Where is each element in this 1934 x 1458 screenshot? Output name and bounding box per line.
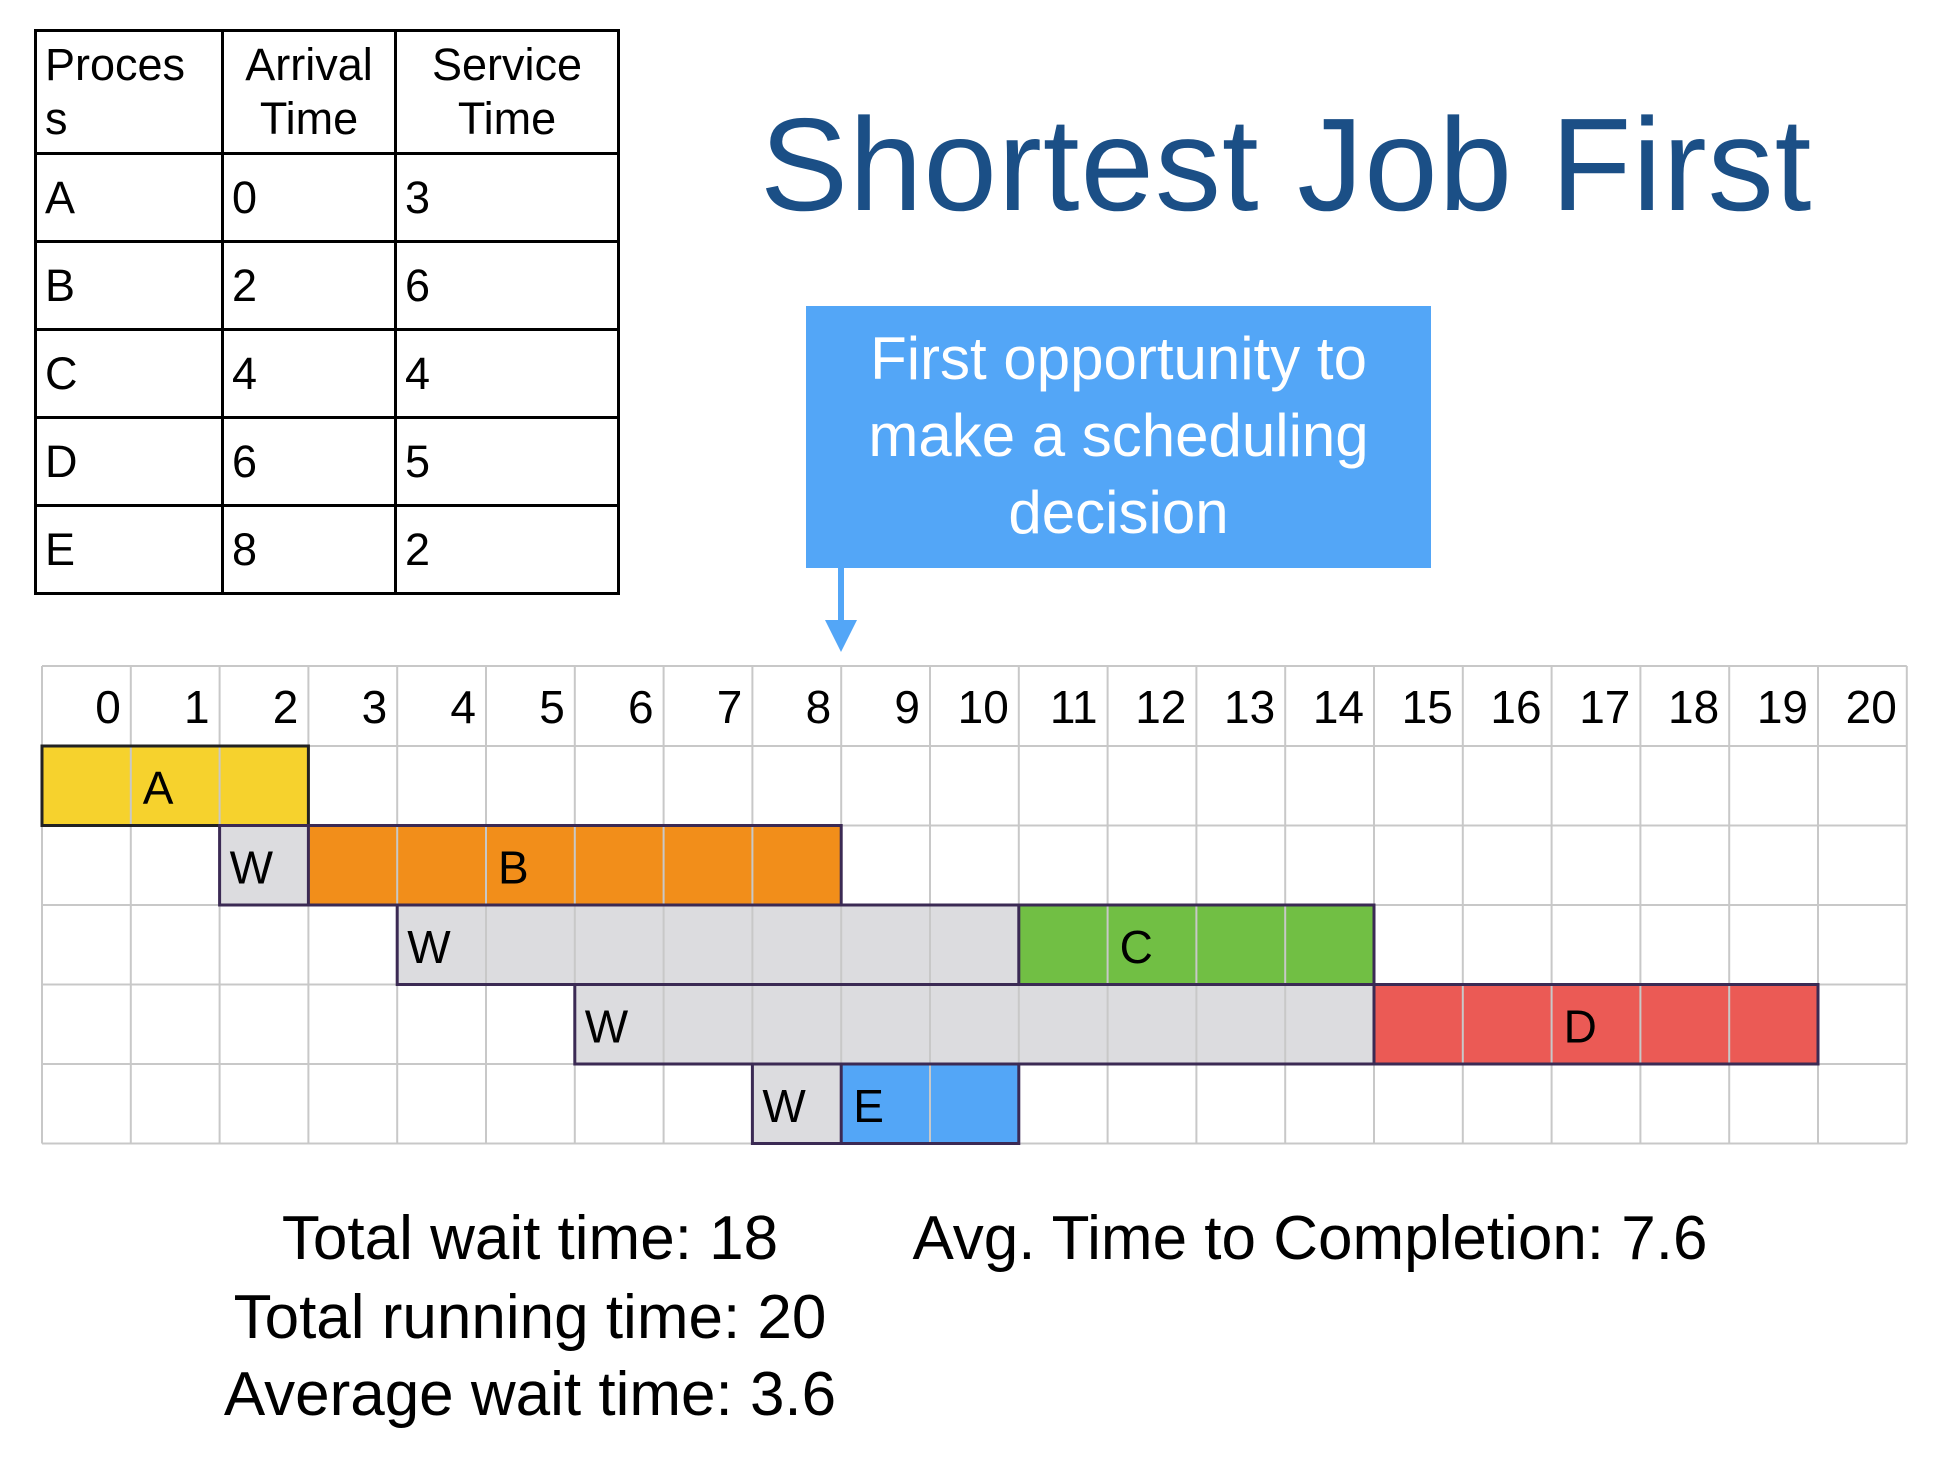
cell-arrival: 4 — [221, 328, 397, 419]
cell-process: D — [34, 416, 224, 507]
tick-label: 16 — [1490, 681, 1541, 733]
cell-process: E — [34, 504, 224, 595]
tick-label: 15 — [1402, 681, 1453, 733]
cell-service: 3 — [394, 152, 620, 243]
tick-label: 19 — [1757, 681, 1808, 733]
average-wait-time: Average wait time: 3.6 — [223, 1360, 837, 1429]
slide-title: Shortest Job First — [760, 91, 1813, 238]
tick-label: 13 — [1224, 681, 1275, 733]
table-row: E 8 2 — [34, 504, 620, 595]
tick-label: 17 — [1579, 681, 1630, 733]
wait-bar-b — [219, 825, 309, 905]
wait-bar-d — [574, 984, 1374, 1064]
tick-label: 4 — [450, 681, 476, 733]
bar-outline-e — [750, 1062, 1021, 1145]
tick-label: 2 — [273, 681, 299, 733]
header-arrival-line2: Time — [259, 93, 359, 144]
tick-label: 7 — [717, 681, 743, 733]
table-row: B 2 6 — [34, 240, 620, 331]
run-bar-a — [42, 746, 309, 826]
header-arrival-line1: Arrival — [245, 39, 373, 90]
table-row: A 0 3 — [34, 152, 620, 243]
tick-label: 5 — [539, 681, 565, 733]
table-row: C 4 4 — [34, 328, 620, 419]
header-service-line1: Service — [431, 39, 583, 90]
cell-service: 5 — [394, 416, 620, 507]
tick-label: 1 — [184, 681, 210, 733]
total-running-time: Total running time: 20 — [233, 1283, 827, 1352]
callout-line-1: First opportunity to — [870, 325, 1367, 392]
cell-process: B — [34, 240, 224, 331]
tick-label: 9 — [894, 681, 920, 733]
callout-line-2: make a scheduling — [868, 402, 1369, 469]
cell-arrival: 0 — [221, 152, 397, 243]
bar-outline-a — [40, 744, 310, 827]
cell-arrival: 2 — [221, 240, 397, 331]
wait-label: W — [230, 842, 274, 894]
total-wait-time: Total wait time: 18 — [281, 1204, 779, 1273]
header-service: Service Time — [394, 29, 620, 155]
header-process-line1: Proces — [45, 39, 186, 90]
tick-label: 6 — [628, 681, 654, 733]
tick-label: 14 — [1313, 681, 1364, 733]
tick-label: 18 — [1668, 681, 1719, 733]
tick-label: 0 — [95, 681, 121, 733]
cell-process: A — [34, 152, 224, 243]
wait-label: W — [762, 1080, 806, 1132]
cell-process: C — [34, 328, 224, 419]
tick-label: 20 — [1846, 681, 1897, 733]
cell-service: 6 — [394, 240, 620, 331]
run-bar-d — [1374, 984, 1818, 1064]
table-header-row: Proces s Arrival Time Service Time — [34, 29, 620, 155]
process-label-d: D — [1564, 1001, 1597, 1053]
header-process-line2: s — [45, 93, 68, 144]
callout-line-3: decision — [1008, 479, 1229, 546]
tick-label: 3 — [362, 681, 388, 733]
callout-arrow-shaft — [838, 568, 844, 623]
bar-outline-d — [573, 983, 1820, 1066]
header-arrival: Arrival Time — [221, 29, 397, 155]
tick-label: 12 — [1135, 681, 1186, 733]
cell-service: 2 — [394, 504, 620, 595]
wait-bar-c — [397, 905, 1019, 985]
tick-label: 11 — [1050, 681, 1098, 733]
cell-service: 4 — [394, 328, 620, 419]
header-process: Proces s — [34, 29, 224, 155]
callout-box: First opportunity to make a scheduling d… — [806, 306, 1431, 568]
callout-arrow-down-icon — [825, 620, 857, 652]
wait-label: W — [585, 1001, 629, 1053]
header-service-line2: Time — [457, 93, 557, 144]
wait-label: W — [407, 921, 451, 973]
avg-time-to-completion: Avg. Time to Completion: 7.6 — [912, 1204, 1708, 1273]
tick-label: 8 — [806, 681, 832, 733]
process-label-b: B — [498, 842, 529, 894]
process-label-a: A — [143, 762, 174, 814]
tick-label: 10 — [958, 681, 1009, 733]
process-table: Proces s Arrival Time Service Time A 0 3… — [34, 29, 620, 595]
process-label-c: C — [1120, 921, 1153, 973]
cell-arrival: 6 — [221, 416, 397, 507]
cell-arrival: 8 — [221, 504, 397, 595]
wait-bar-e — [752, 1064, 842, 1144]
process-label-e: E — [853, 1080, 884, 1132]
table-row: D 6 5 — [34, 416, 620, 507]
